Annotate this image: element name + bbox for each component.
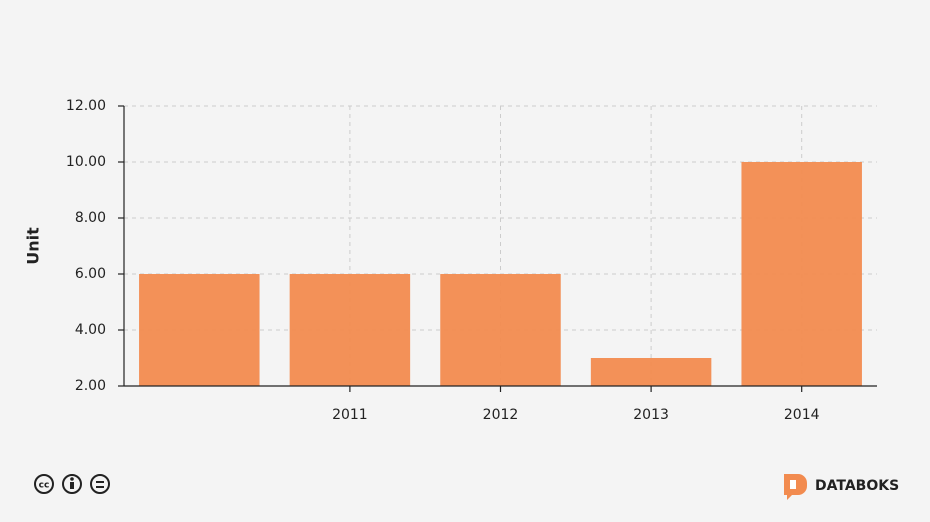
- y-tick-label: 6.00: [75, 266, 106, 282]
- cc-icons: cc: [34, 474, 110, 494]
- bar: [741, 162, 862, 386]
- y-tick-label: 10.00: [66, 154, 106, 170]
- bar: [440, 274, 561, 386]
- brand-logo-mark: [790, 480, 796, 489]
- bar: [139, 274, 260, 386]
- x-tick-label: 2012: [483, 407, 519, 423]
- bar: [590, 358, 712, 386]
- y-axis-title: Unit: [24, 227, 43, 265]
- brand-name: DATABOKS: [815, 478, 899, 494]
- y-tick-label: 2.00: [75, 378, 106, 394]
- y-tick-label: 4.00: [75, 322, 106, 338]
- x-tick-label: 2013: [633, 407, 669, 423]
- y-tick-label: 12.00: [66, 98, 106, 114]
- svg-text:cc: cc: [39, 481, 50, 491]
- bar: [289, 274, 411, 386]
- y-tick-label: 8.00: [75, 210, 106, 226]
- x-tick-label: 2011: [332, 407, 368, 423]
- x-tick-label: 2014: [784, 407, 820, 423]
